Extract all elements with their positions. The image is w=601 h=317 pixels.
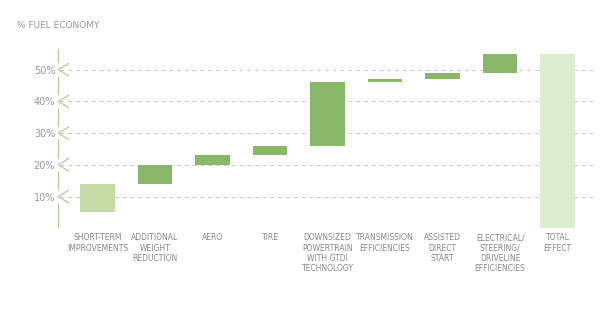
Bar: [540, 54, 575, 228]
Bar: [138, 165, 172, 184]
Bar: [426, 73, 460, 79]
Bar: [80, 184, 115, 212]
Bar: [253, 146, 287, 155]
Bar: [310, 82, 345, 146]
Bar: [195, 155, 230, 165]
Text: % FUEL ECONOMY: % FUEL ECONOMY: [17, 22, 100, 30]
Bar: [483, 54, 517, 73]
Bar: [368, 79, 402, 82]
